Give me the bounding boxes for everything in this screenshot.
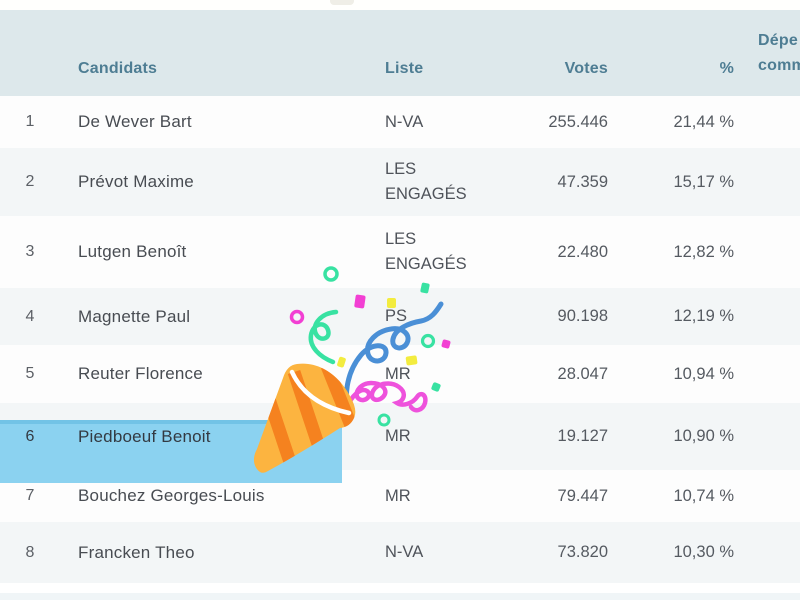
votes-cell: 47.359 [557,172,608,191]
votes-cell: 19.127 [557,427,608,445]
candidate-name-cell: Reuter Florence [78,364,203,383]
table-header: Candidats Liste Votes % Dépe comm [0,10,800,96]
votes-cell: 22.480 [557,242,608,261]
header-cell-percent: % [719,60,734,77]
liste-cell: MR [385,427,411,445]
percent-cell: 15,17 % [673,172,734,191]
liste-cell: N-VA [385,543,424,561]
extra-cell [734,216,800,288]
votes-cell: 255.446 [548,112,608,131]
table-row[interactable]: 4 Magnette Paul PS 90.198 12,19 % [0,288,800,345]
table-row[interactable]: 1 De Wever Bart N-VA 255.446 21,44 % [0,96,800,148]
results-table-body: 1 De Wever Bart N-VA 255.446 21,44 % 2 P… [0,96,800,583]
liste-cell: PS [385,307,408,325]
rank-cell: 4 [25,307,35,325]
percent-cell: 10,90 % [673,427,734,445]
candidate-name-cell: Magnette Paul [78,306,191,326]
liste-cell: LES ENGAGÉS [385,230,467,273]
table-row[interactable]: 8 Francken Theo N-VA 73.820 10,30 % [0,522,800,583]
rank-cell: 2 [25,173,35,190]
percent-cell: 10,94 % [673,364,734,383]
header-cell-extra-clipped: Dépe comm [734,28,800,96]
votes-cell: 73.820 [557,543,608,561]
percent-cell: 21,44 % [673,112,734,131]
bottom-strip [0,593,800,600]
rank-cell: 3 [25,243,35,260]
rank-cell: 5 [25,365,35,382]
liste-cell: N-VA [385,112,424,131]
extra-cell [734,403,800,470]
extra-cell [734,470,800,522]
table-row[interactable]: 3 Lutgen Benoît LES ENGAGÉS 22.480 12,82… [0,216,800,288]
header-cell-liste: Liste [385,60,424,77]
header-extra-line1: Dépe [758,32,798,49]
votes-cell: 28.047 [557,364,608,383]
candidate-name-cell: Francken Theo [78,542,195,562]
top-strip [0,0,800,10]
candidate-name-cell: De Wever Bart [78,112,192,131]
liste-cell: MR [385,364,411,383]
candidate-name-cell: Piedboeuf Benoit [78,426,211,446]
extra-cell [734,345,800,403]
percent-cell: 10,74 % [673,486,734,505]
header-cell-rank [0,78,60,96]
rank-cell: 1 [25,113,35,130]
header-extra-line2: comm [758,57,800,74]
votes-cell: 90.198 [557,307,608,325]
table-row[interactable]: 5 Reuter Florence MR 28.047 10,94 % [0,345,800,403]
header-cell-votes: Votes [564,60,608,77]
rank-cell: 7 [25,487,35,504]
top-dash [330,0,354,5]
percent-cell: 10,30 % [673,543,734,561]
percent-cell: 12,82 % [673,242,734,261]
candidate-name-cell: Prévot Maxime [78,172,194,191]
percent-cell: 12,19 % [673,307,734,325]
votes-cell: 79.447 [557,486,608,505]
extra-cell [734,148,800,216]
rank-cell: 8 [25,543,35,561]
table-row[interactable]: 2 Prévot Maxime LES ENGAGÉS 47.359 15,17… [0,148,800,216]
extra-cell [734,522,800,583]
rank-cell: 6 [25,427,35,445]
extra-cell [734,96,800,148]
header-cell-candidats: Candidats [78,60,158,77]
candidate-name-cell: Lutgen Benoît [78,242,187,261]
liste-cell: LES ENGAGÉS [385,160,467,203]
extra-cell [734,288,800,345]
candidate-name-cell: Bouchez Georges-Louis [78,486,265,505]
liste-cell: MR [385,486,411,505]
